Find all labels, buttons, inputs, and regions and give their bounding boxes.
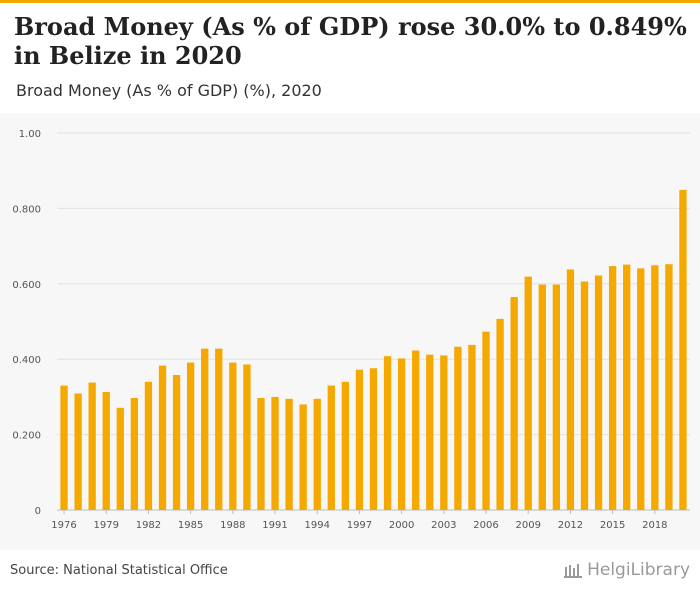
bar-1990	[257, 398, 265, 510]
bar-1998	[369, 368, 378, 510]
bar-2004	[454, 346, 462, 510]
chart-panel: 0 0.200 0.400 0.600 0.800 1.00 1976 1979 1982 198…	[0, 113, 700, 550]
bar-2019	[665, 264, 673, 510]
bar-1997	[355, 369, 364, 510]
x-tick-label: 1994	[305, 520, 330, 531]
x-tick-label: 2000	[389, 520, 414, 531]
source-note: Source: National Statistical Office	[10, 563, 228, 578]
bar-1982	[144, 381, 153, 510]
y-tick-label: 0.200	[12, 431, 41, 442]
x-tick-label: 2012	[558, 520, 583, 531]
bar-1985	[186, 362, 195, 510]
x-tick-label: 2015	[600, 520, 625, 531]
bar-2008	[510, 296, 518, 510]
bar-2010	[538, 284, 546, 510]
x-tick-label: 1985	[178, 520, 203, 531]
bar-2009	[524, 276, 532, 510]
y-tick-label: 0	[35, 506, 41, 517]
bar-1996	[341, 381, 350, 510]
bar-2007	[496, 318, 504, 510]
brand-name: HelgiLibrary	[587, 560, 690, 580]
bar-2012	[566, 269, 575, 510]
bar-1988	[229, 362, 237, 510]
bar-2015	[608, 266, 617, 510]
accent-bar	[0, 0, 700, 3]
y-tick-label: 0.800	[12, 204, 41, 215]
bar-2002	[426, 354, 434, 510]
x-tick-label: 1997	[347, 520, 372, 531]
bar-1984	[172, 375, 181, 510]
chart-title: Broad Money (As % of GDP) rose 30.0% to …	[14, 12, 687, 70]
x-tick-label: 2018	[642, 520, 667, 531]
bar-1979	[102, 391, 110, 510]
bar-1983	[158, 365, 167, 510]
bar-2011	[552, 284, 561, 510]
bar-2001	[412, 350, 420, 510]
bar-2020	[679, 189, 687, 510]
bar-2018	[651, 265, 659, 510]
x-tick-label: 1976	[51, 520, 76, 531]
bar-2016	[623, 264, 631, 510]
bar-2017	[637, 268, 645, 510]
bar-1980	[116, 407, 124, 510]
y-tick-label: 1.00	[19, 129, 41, 140]
brand-logo: HelgiLibrary	[563, 560, 690, 580]
bar-1995	[327, 385, 335, 510]
bar-2014	[594, 275, 603, 510]
x-tick-label: 2006	[473, 520, 498, 531]
bar-1994	[313, 398, 321, 510]
bar-1989	[243, 364, 251, 510]
x-tick-label: 2003	[431, 520, 456, 531]
x-tick-label: 1982	[136, 520, 161, 531]
y-tick-label: 0.400	[12, 355, 41, 366]
bar-1999	[383, 356, 392, 510]
bar-chart: 0 0.200 0.400 0.600 0.800 1.00 1976 1979 1982 198…	[12, 129, 690, 531]
y-tick-label: 0.600	[12, 280, 41, 291]
bar-2003	[440, 355, 448, 510]
x-tick-label: 1991	[262, 520, 287, 531]
bar-1986	[201, 348, 209, 510]
bar-1987	[215, 348, 223, 510]
bar-2013	[580, 281, 589, 510]
bar-1991	[271, 396, 279, 510]
bar-2000	[397, 358, 406, 510]
bar-1993	[299, 404, 307, 510]
bar-2005	[468, 344, 476, 510]
x-tick-label: 1988	[220, 520, 245, 531]
bar-1981	[130, 398, 139, 510]
x-tick-label: 2009	[516, 520, 541, 531]
x-tick-label: 1979	[94, 520, 119, 531]
bar-1976	[60, 385, 68, 510]
library-icon	[564, 564, 583, 578]
bar-1992	[285, 398, 293, 510]
chart-subtitle: Broad Money (As % of GDP) (%), 2020	[16, 81, 322, 100]
bar-2006	[482, 331, 490, 510]
bar-1978	[88, 382, 96, 510]
bar-1977	[74, 393, 82, 510]
